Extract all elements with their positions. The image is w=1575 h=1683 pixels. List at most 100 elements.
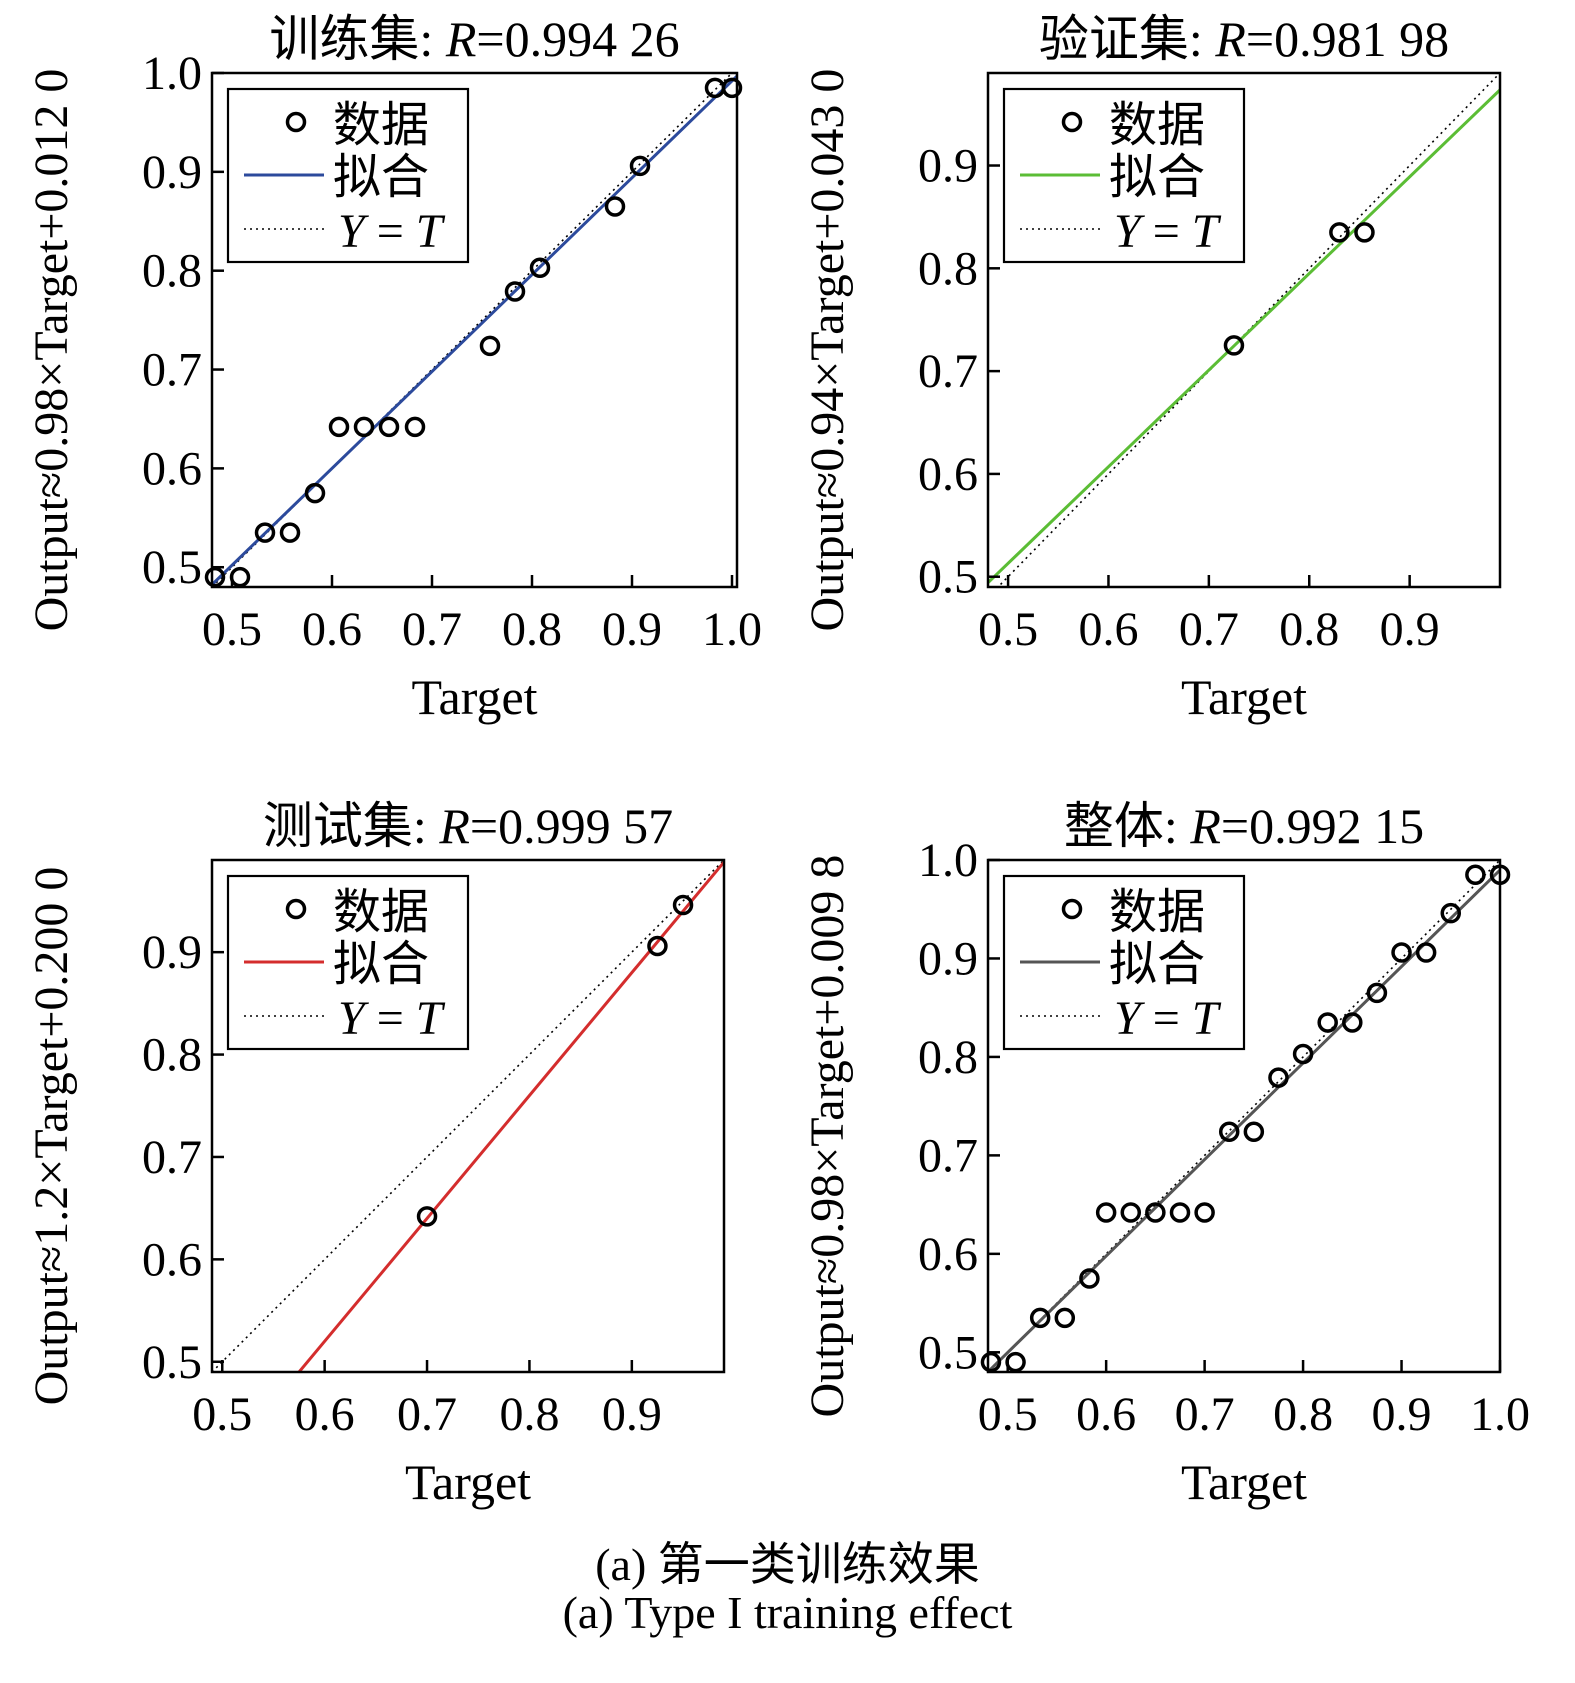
chart-3-data-point: [672, 894, 694, 916]
chart-2-y-tick-label: 0.5: [918, 551, 978, 604]
chart-1-data-point: [404, 416, 426, 438]
chart-3-identity-line: [212, 860, 724, 1372]
chart-1-plot-frame: [210, 71, 739, 589]
chart-1-legend-identity-label: Y = T: [338, 205, 446, 258]
chart-4-x-tick-label: 0.7: [1175, 1388, 1235, 1441]
chart-4-data-point: [1145, 1202, 1166, 1223]
figure-caption-cn: (a) 第一类训练效果: [595, 1539, 980, 1590]
chart-4-legend-identity-y: Y: [1114, 992, 1145, 1045]
chart-1-title: 训练集: R=0.994 26: [269, 11, 679, 67]
chart-4-title-name: 整体:: [1064, 798, 1190, 854]
chart-1-data-point: [378, 416, 400, 438]
chart-4-data-point: [1005, 1351, 1026, 1373]
chart-3-title-r: R: [438, 798, 470, 854]
chart-4-legend-identity-label: Y = T: [1114, 992, 1222, 1045]
chart-4-data-point: [1218, 1121, 1240, 1143]
chart-2-data-point: [1223, 335, 1245, 356]
chart-1-data-point: [229, 566, 251, 588]
chart-4-data-point: [1095, 1202, 1117, 1223]
chart-4-data-point: [1169, 1202, 1191, 1223]
chart-4-data-point: [1292, 1043, 1314, 1065]
chart-3-x-tick-label: 0.5: [192, 1388, 252, 1441]
chart-2-data-point: [1329, 222, 1350, 243]
chart-4-y-tick-label: 0.5: [918, 1326, 978, 1379]
chart-1-data-point: [704, 77, 726, 99]
chart-panel-1: 0.5 0.6 0.7 0.8 0.9 1.0 0.5 0.6 0.7 0.8 0.9 1.0 Targ…: [25, 11, 762, 725]
chart-3-y-tick-label: 0.5: [142, 1336, 202, 1389]
chart-1-y-tick-label: 0.8: [142, 245, 202, 298]
chart-1-data-point: [204, 566, 226, 588]
chart-2-title-name: 验证集:: [1039, 11, 1215, 67]
chart-3-fit-line: [297, 861, 724, 1372]
chart-1-legend-fit-label: 拟合: [333, 151, 429, 204]
chart-1-y-axis-label: Output≈0.98×Target+0.012 0: [25, 69, 78, 632]
chart-1-x-tick-label: 0.8: [502, 603, 562, 656]
chart-4-data-point: [1366, 982, 1388, 1004]
chart-4-data-point: [1440, 902, 1462, 924]
chart-2-legend-data-label: 数据: [1109, 99, 1205, 152]
chart-1-data-point: [529, 257, 551, 278]
chart-1-title-r: R: [445, 11, 477, 67]
chart-1-x-tick-label: 0.7: [402, 603, 462, 656]
chart-1-data-point: [479, 335, 501, 357]
chart-3-plot-frame: [210, 858, 726, 1374]
chart-3-title: 测试集: R=0.999 57: [263, 798, 673, 854]
chart-2-y-tick-label: 0.8: [918, 242, 978, 295]
chart-3-legend-identity-t: T: [416, 992, 446, 1045]
chart-2-data-point: [1354, 222, 1375, 243]
chart-3-x-tick-label: 0.6: [295, 1388, 355, 1441]
chart-1-x-tick-label: 0.6: [302, 603, 362, 656]
chart-2-legend-data-marker: [1061, 111, 1083, 133]
chart-1-fit-line: [212, 74, 737, 586]
chart-4-data-point: [1243, 1121, 1265, 1143]
chart-3-legend-identity-label: Y = T: [338, 992, 446, 1045]
chart-3-legend-data-marker: [285, 898, 307, 920]
chart-1-legend-identity-t: T: [416, 205, 446, 258]
chart-3-x-tick-label: 0.8: [499, 1388, 559, 1441]
chart-4-data-point: [1268, 1067, 1289, 1088]
chart-4-data-point: [1120, 1202, 1142, 1223]
chart-panel-3: 0.5 0.6 0.7 0.8 0.9 0.5 0.6 0.7 0.8 0.9 Target Outp…: [25, 798, 726, 1510]
chart-2-legend-identity-label: Y = T: [1114, 205, 1222, 258]
chart-3-title-r-value: =0.999 57: [470, 798, 673, 854]
chart-1-data-point: [353, 416, 375, 438]
chart-2-x-tick-label: 0.6: [1078, 603, 1138, 656]
chart-2-legend-fit-label: 拟合: [1109, 151, 1205, 204]
chart-1-data-point: [629, 155, 651, 177]
chart-4-x-tick-label: 0.8: [1273, 1388, 1333, 1441]
chart-1-legend-data-marker: [285, 111, 307, 133]
chart-4-legend-identity-t: T: [1192, 992, 1222, 1045]
chart-2-fit-line: [988, 88, 1500, 584]
chart-1-x-axis-label: Target: [411, 669, 537, 725]
chart-2-y-tick-label: 0.9: [918, 140, 978, 193]
chart-4-fit-line: [988, 868, 1500, 1372]
chart-1-legend-identity-eq: =: [365, 205, 416, 258]
chart-2-legend-identity-eq: =: [1141, 205, 1192, 258]
chart-2-plot-frame: [986, 71, 1502, 589]
chart-4-data-point: [1317, 1012, 1338, 1033]
chart-1-y-tick-label: 0.5: [142, 541, 202, 594]
chart-2-legend-identity-t: T: [1192, 205, 1222, 258]
chart-2-y-tick-label: 0.6: [918, 448, 978, 501]
chart-3-y-tick-label: 0.7: [142, 1131, 202, 1184]
chart-2-x-tick-label: 0.8: [1279, 603, 1339, 656]
chart-1-data-point: [604, 196, 626, 217]
chart-1-data-point: [721, 77, 743, 99]
chart-3-y-tick-label: 0.9: [142, 926, 202, 979]
chart-3-title-name: 测试集:: [263, 798, 439, 854]
chart-1-legend-data-label: 数据: [333, 99, 429, 152]
chart-4-y-tick-label: 0.6: [918, 1228, 978, 1281]
chart-2-title: 验证集: R=0.981 98: [1039, 11, 1449, 67]
chart-3-data-point: [647, 935, 668, 957]
chart-4-x-tick-label: 0.9: [1372, 1388, 1432, 1441]
chart-1-data-point: [304, 482, 326, 504]
chart-3-x-axis-label: Target: [405, 1454, 531, 1510]
chart-3-y-axis-label: Output≈1.2×Target+0.200 0: [25, 867, 78, 1406]
chart-1-data-point: [504, 281, 526, 302]
chart-3-legend-fit-label: 拟合: [333, 938, 429, 991]
chart-4-data-point: [1194, 1202, 1215, 1223]
chart-1-data-point: [279, 522, 301, 543]
chart-4-data-point: [980, 1351, 1002, 1373]
chart-1-x-tick-label: 1.0: [702, 603, 762, 656]
chart-4-data-point: [1029, 1307, 1051, 1329]
